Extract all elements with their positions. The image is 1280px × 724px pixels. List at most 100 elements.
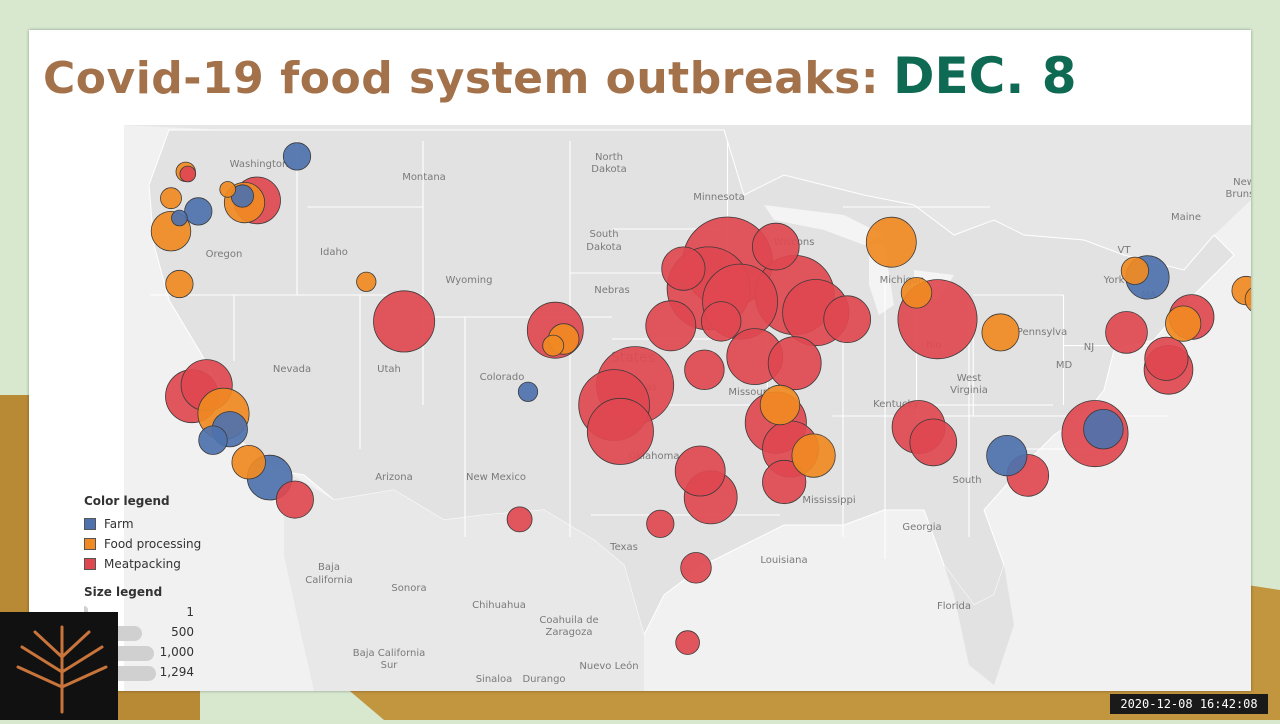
outbreak-bubble-farm[interactable] <box>282 142 312 171</box>
map-label-27: VT <box>1118 245 1132 256</box>
outbreak-bubble-food[interactable] <box>219 181 236 198</box>
outbreak-bubble-meat[interactable] <box>675 630 700 655</box>
outbreak-bubble-food[interactable] <box>165 269 194 299</box>
map-label-11: Arizona <box>375 472 413 483</box>
outbreak-bubble-meat[interactable] <box>373 290 436 353</box>
size-legend-value-500: 500 <box>171 625 194 639</box>
outbreak-bubble-food[interactable] <box>900 277 933 309</box>
outbreak-bubble-food[interactable] <box>759 384 801 426</box>
map-label-20: Missouri <box>728 387 769 398</box>
outbreak-bubble-meat[interactable] <box>684 349 725 390</box>
slide-title: Covid-19 food system outbreaks: DEC. 8 <box>43 44 1077 114</box>
outbreak-bubble-food[interactable] <box>542 334 565 357</box>
size-legend-value-1000: 1,000 <box>159 645 194 659</box>
map-label-7: Oregon <box>206 249 243 260</box>
outbreak-bubble-meat[interactable] <box>767 336 822 391</box>
tree-logo <box>0 612 118 720</box>
outbreak-bubble-farm[interactable] <box>171 209 188 227</box>
map-label-8: Nevada <box>273 364 311 375</box>
map-label-38: Washington <box>230 159 289 170</box>
color-legend-title: Color legend <box>84 494 170 508</box>
outbreak-map[interactable]: Montana North Dakota South Dakota Wyoming Idah… <box>124 125 1251 691</box>
map-label-2: Dakota <box>591 164 626 175</box>
tree-logo-icon <box>16 625 108 714</box>
map-label-50: Sinaloa <box>476 674 513 685</box>
outbreak-bubble-meat[interactable] <box>1144 336 1189 381</box>
legend-swatch-meatpacking <box>84 558 96 570</box>
map-label-40: Brunsw <box>1225 189 1251 200</box>
size-legend-value-1294: 1,294 <box>159 665 194 679</box>
outbreak-bubble-meat[interactable] <box>645 300 697 352</box>
mexico-land <box>284 470 644 691</box>
outbreak-bubble-meat[interactable] <box>506 506 533 533</box>
outbreak-bubble-food[interactable] <box>865 216 917 268</box>
outbreak-bubble-food[interactable] <box>231 445 266 480</box>
map-label-45: Chihuahua <box>472 600 526 611</box>
map-label-3: South <box>589 229 618 240</box>
title-main: Covid-19 food system outbreaks: <box>43 53 879 104</box>
legend-item-farm: Farm <box>84 514 201 534</box>
timestamp: 2020-12-08 16:42:08 <box>1110 694 1268 714</box>
outbreak-bubble-farm[interactable] <box>986 434 1028 477</box>
outbreak-bubble-meat[interactable] <box>646 509 675 538</box>
map-label-52: Nuevo León <box>579 660 638 672</box>
map-label-34: Louisiana <box>760 555 807 566</box>
outbreak-bubble-meat[interactable] <box>586 397 654 465</box>
legend-swatch-food-processing <box>84 538 96 550</box>
map-label-25: York <box>1103 275 1125 286</box>
map-label-15: Oklahoma <box>629 451 680 462</box>
map-label-12: New Mexico <box>466 472 526 483</box>
slide: Covid-19 food system outbreaks: DEC. 8 Mo… <box>29 30 1251 691</box>
lake-superior <box>764 205 884 245</box>
map-label-1: North <box>595 152 623 163</box>
outbreak-bubble-meat[interactable] <box>701 301 742 342</box>
outbreak-bubble-meat[interactable] <box>909 418 958 467</box>
outbreak-bubble-meat[interactable] <box>1105 311 1148 354</box>
map-label-17: Minnesota <box>693 192 745 203</box>
map-label-6: Idaho <box>320 247 348 258</box>
outbreak-bubble-food[interactable] <box>1120 256 1150 285</box>
map-label-47: Zaragoza <box>545 627 592 638</box>
outbreak-bubble-meat[interactable] <box>762 459 807 505</box>
map-label-9: Utah <box>377 364 401 375</box>
legend-item-meatpacking: Meatpacking <box>84 554 201 574</box>
outbreak-bubble-farm[interactable] <box>198 425 228 455</box>
outbreak-bubble-food[interactable] <box>981 313 1020 352</box>
map-label-19: Michigan <box>880 275 925 286</box>
florida-land <box>944 565 1014 685</box>
map-label-22: West <box>957 373 982 384</box>
outbreak-bubble-farm[interactable] <box>517 381 539 402</box>
map-label-4: Dakota <box>586 242 621 253</box>
outbreak-bubble-farm[interactable] <box>1083 409 1124 450</box>
map-svg[interactable]: MontanaNorthDakotaSouthDakotaWyomingIdah… <box>124 125 1251 691</box>
outbreak-bubble-meat[interactable] <box>680 552 712 584</box>
map-label-23: Virginia <box>950 385 988 396</box>
outbreak-bubble-meat[interactable] <box>179 165 197 183</box>
map-label-43: California <box>305 575 353 586</box>
legend-label-meatpacking: Meatpacking <box>104 557 181 571</box>
map-label-46: Coahuila de <box>539 615 598 626</box>
map-label-36: South <box>952 475 981 486</box>
map-label-39: New <box>1233 177 1251 188</box>
outbreak-bubble-food[interactable] <box>791 433 836 478</box>
outbreak-bubble-meat[interactable] <box>275 480 314 519</box>
outbreak-bubble-food[interactable] <box>356 271 377 292</box>
legend-label-food-processing: Food processing <box>104 537 202 551</box>
map-label-33: Mississippi <box>802 495 855 506</box>
outbreak-bubble-food[interactable] <box>1165 305 1202 342</box>
map-label-24: Pennsylva <box>1017 327 1067 338</box>
title-date: DEC. 8 <box>892 47 1077 105</box>
outbreak-bubble-food[interactable] <box>160 187 182 210</box>
canada-land <box>124 125 1251 270</box>
color-legend: Color legend Farm Food processing Meatpa… <box>84 494 201 574</box>
outbreak-bubbles <box>150 142 1251 655</box>
outbreak-bubble-food[interactable] <box>1244 286 1251 313</box>
outbreak-bubble-meat[interactable] <box>823 295 871 344</box>
map-label-13: Nebras <box>594 285 629 296</box>
outbreak-bubble-farm[interactable] <box>184 197 213 226</box>
map-label-44: Sonora <box>391 583 426 594</box>
map-label-31: NJ <box>1084 342 1094 353</box>
outbreak-bubble-meat[interactable] <box>674 445 726 497</box>
outbreak-bubble-meat[interactable] <box>751 222 800 271</box>
outbreak-bubble-meat[interactable] <box>661 246 706 291</box>
